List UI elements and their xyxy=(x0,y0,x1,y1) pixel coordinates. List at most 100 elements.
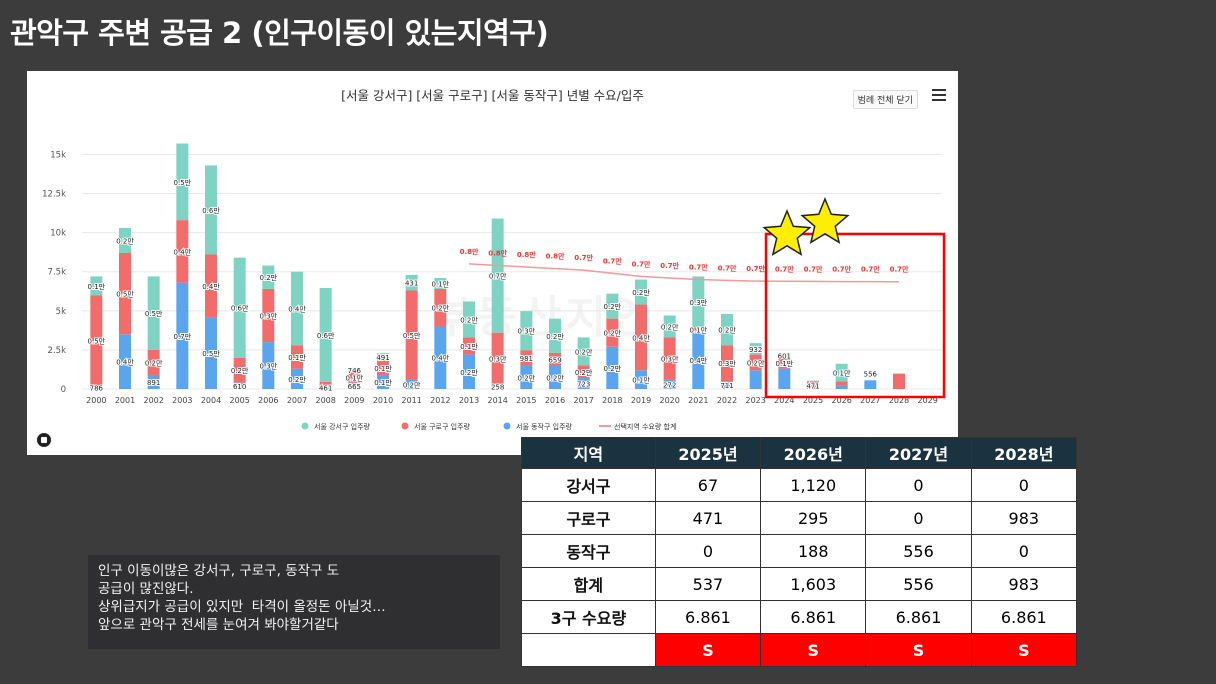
bar-segment xyxy=(262,265,275,289)
table-cell: 0 xyxy=(654,534,762,568)
bar-segment xyxy=(778,368,791,389)
table-cell: 0 xyxy=(970,468,1078,502)
bar-data-label: 0.1만 xyxy=(288,353,306,362)
bar-data-label: 0.3만 xyxy=(661,355,679,364)
row-label xyxy=(521,633,656,667)
bar-data-label: 0.1만 xyxy=(632,376,650,385)
chart-title: [서울 강서구] [서울 구로구] [서울 동작구] 년별 수요/입주 xyxy=(341,88,644,103)
bar-data-label: 0.7만 xyxy=(174,332,192,341)
legend-toggle-button[interactable]: 범례 전체 닫기 xyxy=(852,90,918,109)
x-tick-label: 2003 xyxy=(172,396,192,405)
bar-segment xyxy=(864,380,877,389)
x-tick-label: 2006 xyxy=(258,396,278,405)
bar-data-label: 746 xyxy=(348,367,362,375)
bar-data-label: 0.2만 xyxy=(546,332,564,341)
bar-data-label: 0.2만 xyxy=(403,380,421,389)
bar-segment xyxy=(749,343,762,355)
row-label: 합계 xyxy=(521,567,656,601)
bar-data-label: 491 xyxy=(376,354,389,362)
bar-segment xyxy=(434,277,447,289)
bar-data-label: 0.4만 xyxy=(116,358,134,367)
bar-data-label: 0.2만 xyxy=(575,368,593,377)
bar-data-label: 0.2만 xyxy=(575,347,593,356)
bar-data-label: 0.3만 xyxy=(260,312,278,321)
table-cell: 983 xyxy=(970,501,1078,535)
bar-data-label: 0.3만 xyxy=(718,359,736,368)
hamburger-menu-icon[interactable] xyxy=(932,89,946,101)
demand-line-label: 0.7만 xyxy=(890,265,909,274)
bar-segment xyxy=(119,334,131,389)
bar-data-label: 0.5만 xyxy=(145,309,163,318)
demand-line-label: 0.7만 xyxy=(832,265,851,274)
bar-segment xyxy=(377,360,389,375)
bar-segment xyxy=(434,288,447,327)
demand-line-label: 0.7만 xyxy=(603,256,622,265)
x-tick-label: 2025 xyxy=(803,396,823,405)
x-tick-label: 2029 xyxy=(917,396,937,405)
x-tick-label: 2016 xyxy=(545,396,565,405)
bar-segment xyxy=(549,318,561,354)
x-tick-label: 2027 xyxy=(860,396,880,405)
y-tick-label: 2.5k xyxy=(48,346,67,356)
x-tick-label: 2028 xyxy=(889,396,909,405)
bar-data-label: 0.2만 xyxy=(460,368,478,377)
bar-data-label: 258 xyxy=(491,384,504,392)
bar-segment xyxy=(721,381,733,389)
table-cell: 1,120 xyxy=(760,468,867,502)
table-header-cell: 2027년 xyxy=(865,437,972,469)
bar-segment xyxy=(721,345,733,382)
y-tick-label: 5k xyxy=(56,307,66,317)
table-cell: 1,603 xyxy=(760,567,867,601)
bar-segment xyxy=(291,368,303,389)
bar-data-label: 0.6만 xyxy=(231,304,249,313)
row-label: 강서구 xyxy=(521,468,656,502)
bar-segment xyxy=(348,367,361,373)
bar-data-label: 471 xyxy=(806,382,819,390)
bar-segment xyxy=(606,318,619,347)
table-cell: 471 xyxy=(654,501,762,535)
x-tick-label: 2012 xyxy=(430,396,450,405)
bar-data-label: 0.3만 xyxy=(489,355,507,364)
table-header-cell: 2025년 xyxy=(654,437,762,469)
x-tick-label: 2026 xyxy=(831,396,851,405)
legend-label: 선택지역 수요량 합계 xyxy=(614,422,676,431)
bar-data-label: 891 xyxy=(147,379,160,387)
highlight-box xyxy=(764,232,946,399)
table-cell: 0 xyxy=(865,468,972,502)
bar-data-label: 0.2만 xyxy=(260,273,278,282)
bar-segment xyxy=(549,365,561,389)
bar-data-label: 665 xyxy=(348,383,361,391)
bar-data-label: 0.2만 xyxy=(604,302,622,311)
table-cell: 0 xyxy=(970,534,1078,568)
bar-data-label: 711 xyxy=(720,382,733,390)
bar-data-label: 0.6만 xyxy=(317,331,335,340)
x-tick-label: 2005 xyxy=(229,396,249,405)
bar-segment xyxy=(377,353,389,361)
legend-marker xyxy=(401,422,409,430)
bar-segment xyxy=(319,385,332,389)
bar-segment xyxy=(405,290,418,380)
bar-data-label: 0.4만 xyxy=(288,304,306,313)
bar-segment xyxy=(520,350,533,366)
demand-line-label: 0.7만 xyxy=(861,265,880,274)
x-tick-label: 2010 xyxy=(373,396,393,405)
bar-data-label: 272 xyxy=(663,381,676,389)
bar-data-label: 0.2만 xyxy=(747,358,765,367)
bar-segment xyxy=(491,332,504,385)
grade-row: S S S S xyxy=(521,633,1078,667)
bar-segment xyxy=(835,363,848,382)
star-icon xyxy=(762,209,812,256)
bar-data-label: 461 xyxy=(319,384,332,392)
y-tick-label: 12.5k xyxy=(42,190,66,200)
bar-data-label: 0.4만 xyxy=(174,247,192,256)
bar-data-label: 0.1만 xyxy=(460,342,478,351)
legend-marker xyxy=(503,422,511,430)
bar-segment xyxy=(520,365,533,389)
bar-data-label: 0.2만 xyxy=(288,375,306,384)
bar-segment xyxy=(663,337,676,380)
y-tick-label: 7.5k xyxy=(48,268,67,278)
row-label: 구로구 xyxy=(521,501,656,535)
bar-data-label: 659 xyxy=(548,356,561,364)
bar-segment xyxy=(606,293,619,319)
demand-line-label: 0.8만 xyxy=(517,250,536,259)
